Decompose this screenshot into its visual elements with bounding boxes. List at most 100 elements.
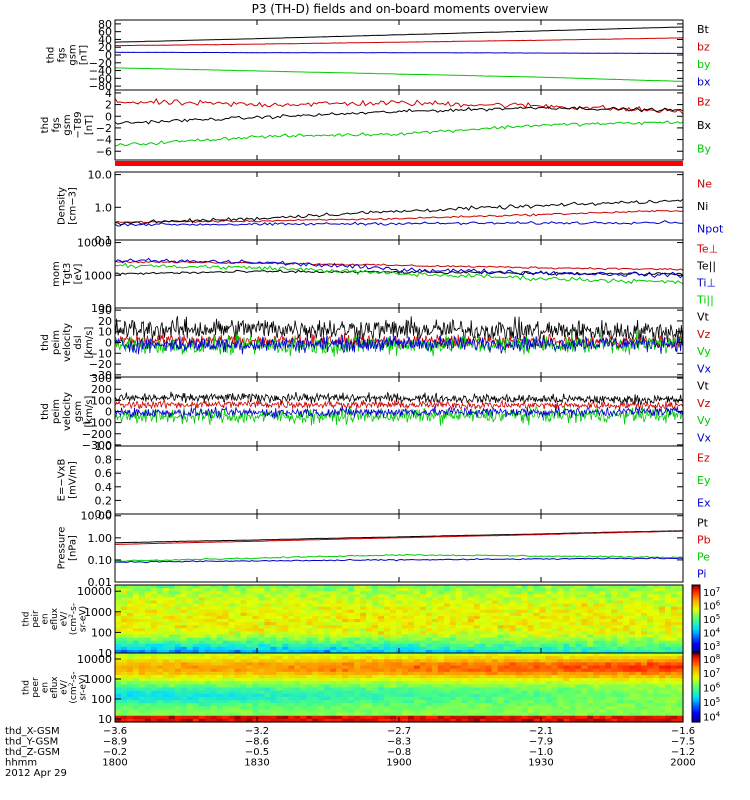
spectrogram-cell xyxy=(497,696,505,701)
spectrogram-cell xyxy=(551,625,559,629)
spectrogram-cell xyxy=(168,718,176,723)
spectrogram-cell xyxy=(593,687,600,692)
spectrogram-cell xyxy=(354,712,361,717)
spectrogram-cell xyxy=(144,684,152,689)
spectrogram-cell xyxy=(372,612,379,617)
spectrogram-cell xyxy=(587,653,594,657)
spectrogram-cell xyxy=(216,594,224,598)
spectrogram-cell xyxy=(348,591,355,595)
spectrogram-cell xyxy=(115,703,122,707)
spectrogram-cell xyxy=(282,619,289,623)
spectrogram-cell xyxy=(312,634,319,639)
spectrogram-cell xyxy=(629,597,636,602)
spectrogram-cell xyxy=(276,609,284,614)
spectrogram-cell xyxy=(252,703,260,707)
spectrogram-cell xyxy=(569,622,576,626)
spectrogram-cell xyxy=(413,653,421,657)
spectrogram-cell xyxy=(431,693,439,698)
spectrogram-cell xyxy=(677,674,684,679)
spectrogram-cell xyxy=(455,622,463,626)
spectrogram-cell xyxy=(300,656,307,660)
spectrogram-cell xyxy=(234,619,242,623)
spectrogram-cell xyxy=(605,609,612,614)
spectrogram-cell xyxy=(515,715,523,720)
spectrogram-cell xyxy=(479,684,487,689)
spectrogram-cell xyxy=(198,640,206,645)
spectrogram-cell xyxy=(324,712,331,717)
spectrogram-cell xyxy=(533,643,541,648)
spectrogram-cell xyxy=(431,656,439,660)
spectrogram-cell xyxy=(503,712,511,717)
spectrogram-cell xyxy=(431,597,439,602)
spectrogram-cell xyxy=(593,696,600,701)
spectrogram-cell xyxy=(306,603,313,608)
spectrogram-cell xyxy=(336,709,343,714)
spectrogram-cell xyxy=(318,597,325,602)
spectrogram-cell xyxy=(479,674,487,679)
spectrogram-cell xyxy=(384,703,391,707)
spectrogram-cell xyxy=(413,643,421,648)
spectrogram-cell xyxy=(210,606,218,611)
spectrogram-cell xyxy=(449,637,457,642)
spectrogram-cell xyxy=(671,625,678,629)
spectrogram-cell xyxy=(186,637,194,642)
spectrogram-cell xyxy=(282,662,289,667)
legend-entry: Te⊥ xyxy=(696,243,718,256)
spectrogram-cell xyxy=(115,690,122,695)
spectrogram-cell xyxy=(115,662,122,667)
spectrogram-cell xyxy=(497,591,505,595)
spectrogram-cell xyxy=(503,659,511,664)
spectrogram-cell xyxy=(431,681,439,685)
spectrogram-cell xyxy=(234,696,242,701)
spectrogram-cell xyxy=(276,585,284,589)
spectrogram-cell xyxy=(138,703,146,707)
spectrogram-cell xyxy=(653,687,660,692)
spectrogram-cell xyxy=(288,619,295,623)
spectrogram-cell xyxy=(138,603,146,608)
spectrogram-cell xyxy=(467,591,475,595)
spectrogram-cell xyxy=(216,628,224,632)
spectrogram-cell xyxy=(647,619,654,623)
spectrogram-cell xyxy=(384,637,391,642)
spectrogram-cell xyxy=(222,709,230,714)
spectrogram-cell xyxy=(384,653,391,657)
spectrogram-cell xyxy=(144,659,152,664)
spectrogram-cell xyxy=(497,700,505,704)
spectrogram-cell xyxy=(647,665,654,670)
spectrogram-cell xyxy=(455,625,463,629)
spectrogram-cell xyxy=(635,671,642,676)
spectrogram-cell xyxy=(497,709,505,714)
spectrogram-cell xyxy=(527,656,535,660)
spectrogram-cell xyxy=(437,603,445,608)
spectrogram-cell xyxy=(378,625,385,629)
spectrogram-cell xyxy=(527,594,535,598)
spectrogram-cell xyxy=(288,709,295,714)
spectrogram-cell xyxy=(228,628,236,632)
spectrogram-cell xyxy=(318,703,325,707)
spectrogram-cell xyxy=(617,612,624,617)
spectrogram-cell xyxy=(115,659,122,664)
spectrogram-cell xyxy=(593,603,600,608)
spectrogram-cell xyxy=(330,690,337,695)
spectrogram-cell xyxy=(437,653,445,657)
spectrogram-cell xyxy=(378,603,385,608)
spectrogram-cell xyxy=(443,615,451,620)
spectrogram-cell xyxy=(174,637,182,642)
spectrogram-cell xyxy=(180,585,188,589)
spectrogram-cell xyxy=(300,628,307,632)
y-axis-label: [nT] xyxy=(79,45,90,65)
spectrogram-cell xyxy=(671,656,678,660)
spectrogram-cell xyxy=(503,640,511,645)
spectrogram-cell xyxy=(569,671,576,676)
spectrogram-cell xyxy=(659,659,666,664)
spectrogram-cell xyxy=(551,609,559,614)
spectrogram-cell xyxy=(360,628,367,632)
legend-entry: Ez xyxy=(697,451,710,464)
spectrogram-cell xyxy=(665,634,672,639)
spectrogram-cell xyxy=(162,631,170,636)
spectrogram-cell xyxy=(354,606,361,611)
spectrogram-cell xyxy=(407,643,415,648)
spectrogram-cell xyxy=(162,659,170,664)
